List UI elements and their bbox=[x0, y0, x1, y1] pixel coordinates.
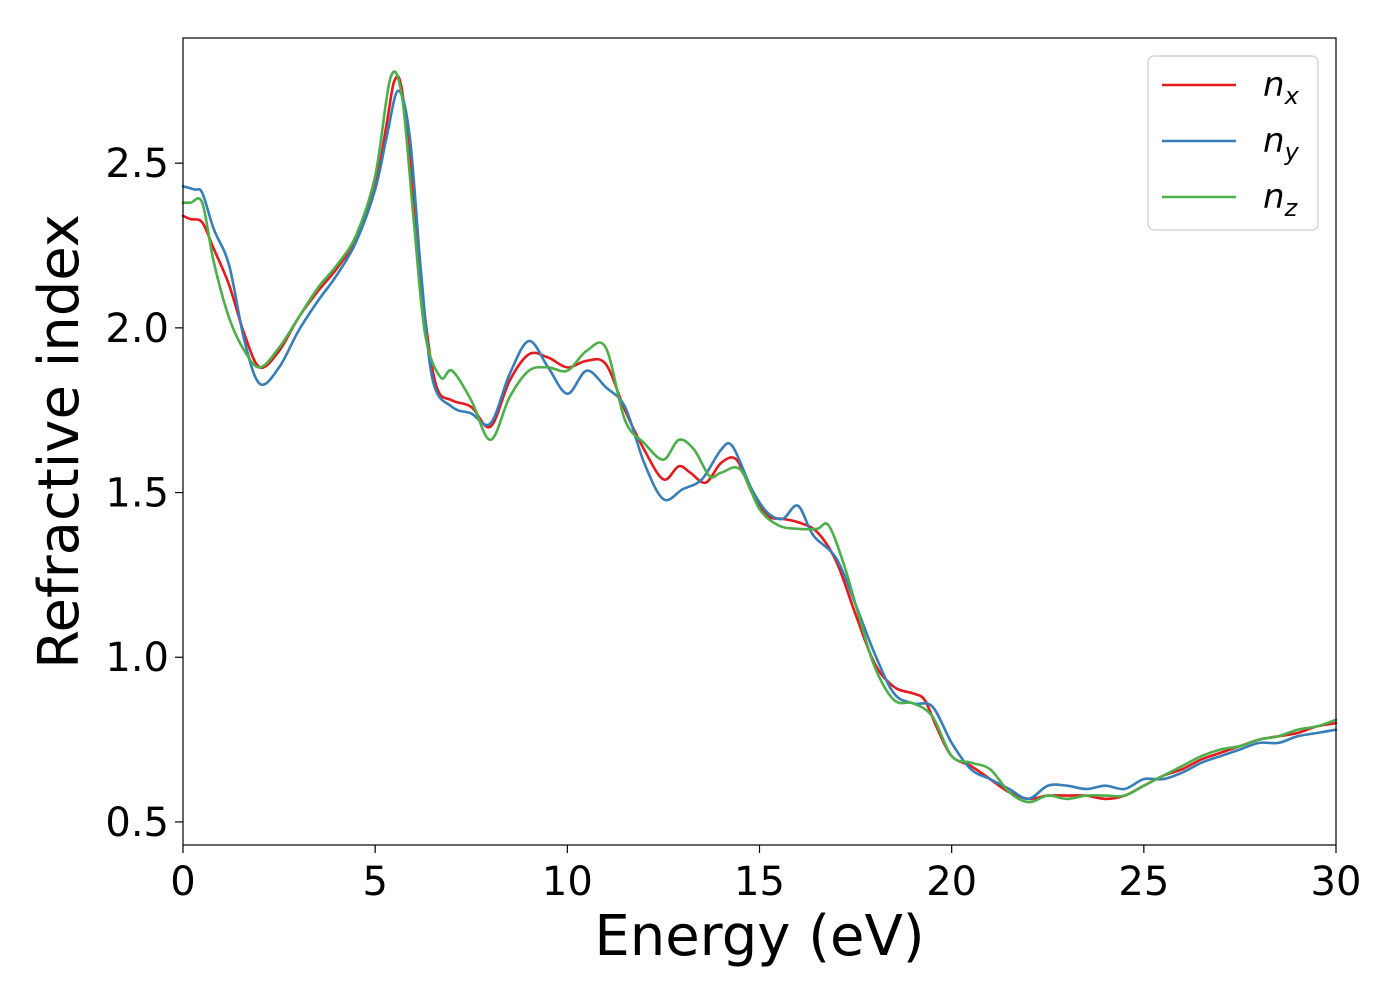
legend-box bbox=[1147, 55, 1319, 231]
x-axis-title: Energy (eV) bbox=[594, 904, 924, 969]
x-tick-label: 5 bbox=[362, 859, 387, 905]
y-axis: 0.5 1.0 1.5 2.0 2.5 bbox=[105, 141, 183, 846]
legend-label: ny bbox=[1263, 121, 1300, 166]
series-line-z bbox=[181, 70, 1338, 804]
x-tick-label: 0 bbox=[170, 859, 195, 905]
y-tick-label: 2.0 bbox=[105, 306, 169, 352]
y-tick-label: 1.0 bbox=[105, 635, 169, 681]
legend-item-y: ny bbox=[1162, 121, 1300, 166]
legend-label: nz bbox=[1263, 177, 1299, 222]
y-tick-label: 2.5 bbox=[105, 141, 169, 187]
x-tick-label: 30 bbox=[1311, 859, 1362, 905]
y-tick-label: 1.5 bbox=[105, 471, 169, 517]
legend-item-z: nz bbox=[1162, 177, 1299, 222]
series-line-y bbox=[181, 89, 1338, 801]
legend-item-x: nx bbox=[1162, 65, 1300, 110]
plot-lines bbox=[181, 70, 1338, 804]
y-axis-title: Refractive index bbox=[27, 214, 92, 669]
x-tick-label: 10 bbox=[542, 859, 593, 905]
x-tick-label: 20 bbox=[926, 859, 977, 905]
x-tick-label: 15 bbox=[734, 859, 785, 905]
y-tick-label: 0.5 bbox=[105, 800, 169, 846]
legend: nx ny nz bbox=[1147, 55, 1319, 231]
x-tick-label: 25 bbox=[1118, 859, 1169, 905]
legend-label: nx bbox=[1263, 65, 1300, 110]
x-axis: 0 5 10 15 20 25 30 bbox=[170, 845, 1361, 905]
